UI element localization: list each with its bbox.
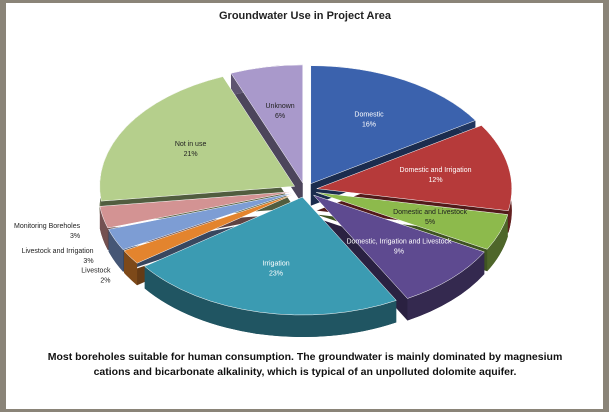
slice-side: [123, 250, 138, 286]
slice-value-label: 3%: [70, 233, 80, 240]
slice: [316, 125, 513, 212]
slice: [108, 192, 295, 250]
slice-label: Domestic, Irrigation and Livestock: [346, 239, 452, 246]
slice: [312, 194, 485, 299]
slice-value-label: 16%: [362, 121, 376, 128]
slice-value-label: 23%: [269, 270, 283, 277]
slice-side: [108, 229, 124, 272]
slice: [144, 196, 397, 316]
slice-value-label: 2%: [100, 278, 110, 285]
slice-value-label: 3%: [83, 258, 93, 265]
slice-value-label: 9%: [394, 249, 404, 256]
caption: Most boreholes suitable for human consum…: [47, 351, 563, 378]
slice-label: Domestic and Livestock: [393, 209, 467, 216]
slice-label: Domestic and Irrigation: [400, 167, 472, 174]
chart-title: Groundwater Use in Project Area: [219, 10, 392, 22]
slice-label: Livestock and Irrigation: [22, 248, 94, 255]
slice-label: Livestock: [81, 268, 111, 275]
slice: [99, 76, 296, 202]
slice: [230, 64, 304, 184]
slice-side: [99, 206, 108, 251]
slice-side: [487, 214, 508, 272]
slice: [310, 65, 476, 185]
slice-label: Irrigation: [262, 260, 289, 267]
slice-side: [407, 251, 485, 321]
slice-label: Not in use: [175, 141, 207, 148]
slice-value-label: 5%: [425, 219, 435, 226]
slice-side: [144, 266, 397, 338]
slice: [316, 192, 509, 250]
slice-value-label: 6%: [275, 113, 285, 120]
slice-label: Unknown: [266, 103, 295, 110]
slice-value-label: 12%: [429, 177, 443, 184]
slice: [99, 191, 294, 229]
slice-value-label: 21%: [184, 151, 198, 158]
slice-label: Monitoring Boreholes: [14, 223, 81, 230]
slice-label: Domestic: [354, 111, 384, 118]
slice: [123, 193, 295, 264]
